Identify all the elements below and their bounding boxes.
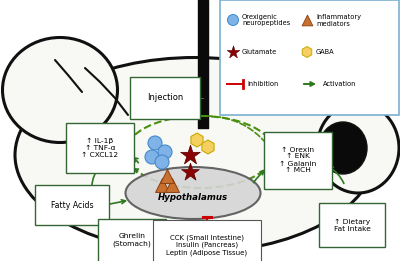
Ellipse shape: [317, 103, 399, 193]
Point: [159, 183, 165, 187]
Ellipse shape: [319, 122, 367, 174]
Text: ↑ IL-1β
↑ TNF-α
↑ CXCL12: ↑ IL-1β ↑ TNF-α ↑ CXCL12: [82, 138, 118, 158]
Text: Inflammatory
mediators: Inflammatory mediators: [316, 14, 361, 27]
Point: [230, 50, 236, 54]
Text: ↑ Orexin
↑ ENK
↑ Galanin
↑ MCH: ↑ Orexin ↑ ENK ↑ Galanin ↑ MCH: [279, 146, 317, 174]
Ellipse shape: [126, 167, 260, 219]
Text: Activation: Activation: [323, 81, 356, 87]
Text: Inhibition: Inhibition: [247, 81, 278, 87]
Ellipse shape: [15, 57, 375, 252]
Circle shape: [158, 145, 172, 159]
Text: Orexigenic
neuropeptides: Orexigenic neuropeptides: [242, 14, 290, 27]
Text: Fatty Acids: Fatty Acids: [51, 200, 93, 210]
Text: Hypothalamus: Hypothalamus: [158, 193, 228, 201]
Circle shape: [155, 155, 169, 169]
Circle shape: [145, 150, 159, 164]
Text: Injection: Injection: [147, 93, 183, 103]
FancyBboxPatch shape: [220, 0, 399, 115]
Text: ↑ Dietary
Fat Intake: ↑ Dietary Fat Intake: [334, 218, 370, 232]
Text: GABA: GABA: [316, 49, 335, 55]
Ellipse shape: [2, 38, 118, 143]
Point: [164, 174, 170, 178]
Text: Glutamate: Glutamate: [242, 49, 277, 55]
Point: [187, 153, 193, 157]
Circle shape: [148, 136, 162, 150]
Point: [169, 183, 175, 187]
Text: CCK (Small Intestine)
Insulin (Pancreas)
Leptin (Adipose Tissue): CCK (Small Intestine) Insulin (Pancreas)…: [166, 234, 248, 256]
Text: Ghrelin
(Stomach): Ghrelin (Stomach): [112, 233, 152, 247]
Point: [304, 18, 310, 22]
Point: [187, 170, 193, 174]
Circle shape: [228, 15, 238, 26]
